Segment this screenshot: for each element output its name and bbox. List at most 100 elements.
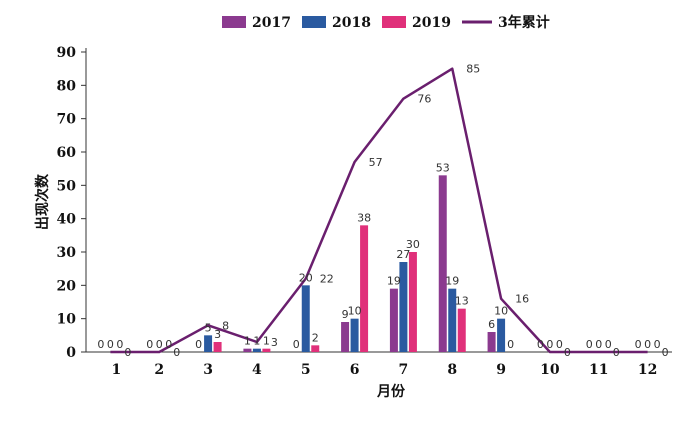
bar-2019-month-3 [213,342,222,352]
line-value-label: 0 [613,346,620,359]
legend-label: 2019 [412,15,451,31]
bar-value-label: 3 [214,328,221,341]
bar-value-label: 0 [586,338,593,351]
x-tick-label: 3 [203,362,213,378]
line-value-label: 3 [271,336,278,349]
bar-2017-month-4 [243,348,252,352]
bar-value-label: 19 [387,275,401,288]
cumulative-line [110,67,648,354]
bar-value-label: 0 [165,338,172,351]
x-tick-label: 12 [638,362,657,378]
y-tick-label: 90 [57,45,77,61]
bar-value-label: 30 [406,238,420,251]
bar-2018-month-7 [399,262,408,352]
bar-2017-month-8 [438,175,447,352]
bar-2018-month-9 [497,318,506,352]
bar-2018-month-3 [204,335,213,352]
bars [204,175,506,352]
bar-value-label: 6 [488,318,495,331]
legend-label: 3年累计 [498,14,550,31]
line-value-label: 57 [369,156,383,169]
y-tick-label: 50 [57,178,77,194]
bar-value-label: 0 [595,338,602,351]
y-tick-label: 30 [57,245,77,261]
bar-value-label: 0 [116,338,123,351]
bar-value-label: 0 [556,338,563,351]
bar-value-label: 10 [348,305,362,318]
bar-2018-month-8 [448,288,457,352]
x-tick-label: 1 [112,362,122,378]
cumulative-line-group [110,67,648,354]
line-value-label: 22 [320,273,334,286]
bar-value-label: 0 [195,338,202,351]
line-value-label: 0 [124,346,131,359]
bar-value-label: 53 [436,161,450,174]
line-value-label: 0 [564,346,571,359]
bar-value-label: 13 [455,295,469,308]
bar-value-label: 0 [605,338,612,351]
bar-2018-month-6 [350,318,359,352]
y-tick-label: 0 [66,345,76,361]
y-tick-label: 10 [57,312,77,328]
bar-value-label: 1 [263,335,270,348]
bar-2019-month-5 [311,345,320,352]
x-tick-label: 6 [350,362,360,378]
bar-2019-month-4 [262,348,271,352]
bar-2019-month-6 [360,225,369,352]
bar-value-label: 20 [299,271,313,284]
bar-value-label: 27 [396,248,410,261]
bar-2017-month-9 [487,332,496,352]
bar-2019-month-8 [457,308,466,352]
bar-value-label: 0 [546,338,553,351]
x-tick-label: 4 [252,362,262,378]
bar-value-label: 19 [445,275,459,288]
x-tick-label: 5 [301,362,311,378]
legend: 2017 2018 2019 3年累计 [222,14,550,31]
x-axis-title: 月份 [376,383,406,400]
line-value-label: 0 [662,346,669,359]
x-tick-label: 9 [496,362,506,378]
line-value-label: 76 [417,93,431,106]
bar-2018-month-5 [301,285,310,352]
y-tick-label: 60 [57,145,77,161]
bar-2017-month-6 [341,322,350,352]
x-tick-label: 2 [154,362,164,378]
bar-value-label: 5 [205,321,212,334]
bar-value-label: 0 [635,338,642,351]
x-tick-label: 7 [399,362,409,378]
legend-swatch-2019 [382,16,406,28]
x-tick-label: 10 [540,362,560,378]
bar-2018-month-4 [252,348,261,352]
legend-label: 2017 [252,15,291,31]
bar-value-label: 1 [253,335,260,348]
bar-2019-month-7 [408,252,417,352]
x-tick-label: 8 [447,362,457,378]
line-value-label: 85 [466,63,480,76]
bar-value-label: 10 [494,305,508,318]
y-tick-label: 70 [57,112,77,128]
bar-value-label: 0 [537,338,544,351]
bar-2017-month-7 [389,288,398,352]
legend-label: 2018 [332,15,371,31]
legend-swatch-2017 [222,16,246,28]
x-tick-label: 11 [589,362,608,378]
line-value-label: 8 [222,319,229,332]
bar-value-label: 38 [357,211,371,224]
bar-value-label: 0 [654,338,661,351]
y-tick-label: 20 [57,278,77,294]
legend-swatch-2018 [302,16,326,28]
y-axis-title: 出现次数 [34,173,51,230]
bar-value-label: 0 [97,338,104,351]
bar-value-label: 0 [644,338,651,351]
bar-value-label: 0 [146,338,153,351]
bar-value-label: 0 [293,338,300,351]
line-value-label: 0 [173,346,180,359]
line-value-label: 16 [515,293,529,306]
bar-value-label: 2 [312,331,319,344]
bar-value-label: 0 [507,338,514,351]
y-tick-label: 40 [57,212,77,228]
